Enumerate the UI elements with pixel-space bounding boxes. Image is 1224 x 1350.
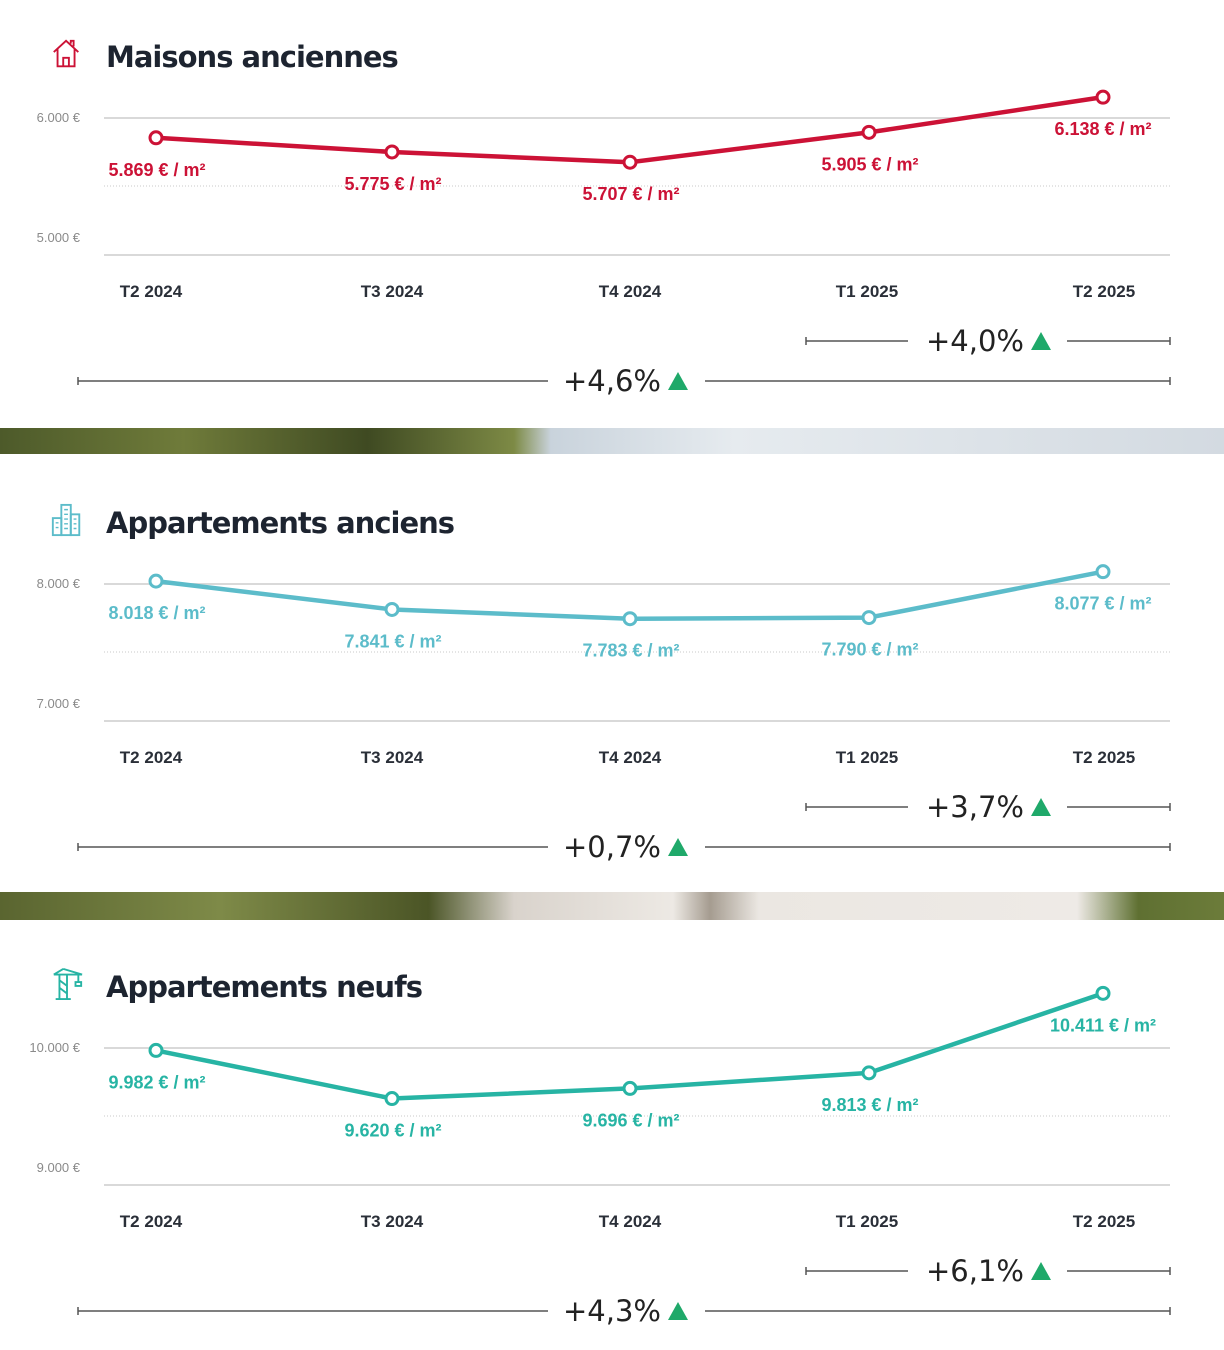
data-label: 5.905 € / m² [821, 154, 918, 174]
data-point [1095, 564, 1111, 580]
data-label: 7.783 € / m² [582, 641, 679, 661]
x-tick-label: T3 2024 [361, 748, 424, 767]
up-arrow-icon [1031, 332, 1051, 350]
y-tick-label: 7.000 € [37, 696, 81, 711]
data-label: 6.138 € / m² [1054, 119, 1151, 139]
data-point [622, 1080, 638, 1096]
x-tick-label: T4 2024 [599, 748, 662, 767]
data-point [622, 154, 638, 170]
x-tick-label: T3 2024 [361, 1212, 424, 1231]
data-label: 5.869 € / m² [108, 160, 205, 180]
crane-icon [50, 966, 84, 1002]
line-chart: 10.000 € 9.000 € T2 2024 T3 2024 T4 2024 T1 2… [29, 985, 1171, 1328]
data-label: 9.982 € / m² [108, 1072, 205, 1092]
x-tick-label: T4 2024 [599, 1212, 662, 1231]
data-label: 8.077 € / m² [1054, 594, 1151, 614]
chart-title: Maisons anciennes [106, 40, 399, 74]
x-tick-label: T2 2025 [1073, 1212, 1135, 1231]
up-arrow-icon [1031, 1262, 1051, 1280]
change-year-value: +4,3% [563, 1294, 661, 1328]
data-label: 9.620 € / m² [344, 1121, 441, 1141]
data-point [148, 1042, 164, 1058]
y-tick-label: 6.000 € [37, 110, 81, 125]
chart-title: Appartements neufs [106, 970, 423, 1004]
building-icon [50, 502, 84, 538]
x-tick-label: T4 2024 [599, 282, 662, 301]
y-tick-label: 10.000 € [29, 1040, 80, 1055]
data-label: 9.696 € / m² [582, 1110, 679, 1130]
up-arrow-icon [668, 838, 688, 856]
data-point [148, 130, 164, 146]
data-label: 5.775 € / m² [344, 174, 441, 194]
data-label: 9.813 € / m² [821, 1095, 918, 1115]
up-arrow-icon [668, 1302, 688, 1320]
change-quarter-value: +6,1% [926, 1254, 1024, 1288]
change-year-value: +0,7% [563, 830, 661, 864]
data-point [148, 573, 164, 589]
change-quarter-value: +3,7% [926, 790, 1024, 824]
x-tick-label: T1 2025 [836, 1212, 898, 1231]
chart-section-1: Maisons anciennes 6.000 € 5.000 € T2 2024 T3… [0, 0, 1224, 420]
x-tick-label: T1 2025 [836, 748, 898, 767]
data-point [861, 1065, 877, 1081]
y-tick-label: 9.000 € [37, 1160, 81, 1175]
data-label: 7.790 € / m² [821, 640, 918, 660]
data-label: 5.707 € / m² [582, 184, 679, 204]
up-arrow-icon [1031, 798, 1051, 816]
x-tick-label: T1 2025 [836, 282, 898, 301]
data-point [384, 144, 400, 160]
data-point [861, 610, 877, 626]
photo-strip-2 [0, 892, 1224, 920]
line-chart: 8.000 € 7.000 € T2 2024 T3 2024 T4 2024 T1 20… [37, 564, 1171, 864]
data-label: 10.411 € / m² [1050, 1015, 1156, 1035]
house-icon [50, 36, 84, 72]
change-quarter-value: +4,0% [926, 324, 1024, 358]
data-point [384, 601, 400, 617]
line-chart: 6.000 € 5.000 € T2 2024 T3 2024 T4 2024 T1 20… [37, 89, 1171, 398]
chart-section-2: Appartements anciens 8.000 € 7.000 € T2 202… [0, 466, 1224, 886]
series-line [155, 94, 1104, 165]
x-tick-label: T3 2024 [361, 282, 424, 301]
chart-title: Appartements anciens [106, 506, 455, 540]
y-tick-label: 5.000 € [37, 230, 81, 245]
data-point [384, 1091, 400, 1107]
photo-strip-1 [0, 428, 1224, 454]
up-arrow-icon [668, 372, 688, 390]
data-label: 7.841 € / m² [344, 631, 441, 651]
chart-section-3: Appartements neufs 10.000 € 9.000 € T2 2024… [0, 930, 1224, 1350]
y-tick-label: 8.000 € [37, 576, 81, 591]
x-tick-label: T2 2024 [120, 748, 183, 767]
data-point [861, 124, 877, 140]
x-tick-label: T2 2024 [120, 1212, 183, 1231]
x-tick-label: T2 2024 [120, 282, 183, 301]
change-year-value: +4,6% [563, 364, 661, 398]
data-point [622, 611, 638, 627]
x-tick-label: T2 2025 [1073, 282, 1135, 301]
data-label: 8.018 € / m² [108, 603, 205, 623]
data-point [1095, 89, 1111, 105]
x-tick-label: T2 2025 [1073, 748, 1135, 767]
data-point [1095, 985, 1111, 1001]
